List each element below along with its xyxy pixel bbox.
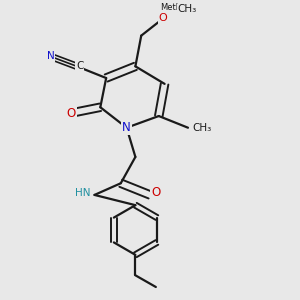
Text: HN: HN xyxy=(75,188,90,199)
Text: N: N xyxy=(122,121,131,134)
Text: Methoxy: Methoxy xyxy=(160,3,196,12)
Text: C: C xyxy=(76,61,83,71)
Text: CH₃: CH₃ xyxy=(192,123,212,133)
Text: O: O xyxy=(67,106,76,120)
Text: CH₃: CH₃ xyxy=(178,4,197,14)
Text: O: O xyxy=(159,13,167,23)
Text: N: N xyxy=(47,51,55,61)
Text: O: O xyxy=(151,185,160,199)
